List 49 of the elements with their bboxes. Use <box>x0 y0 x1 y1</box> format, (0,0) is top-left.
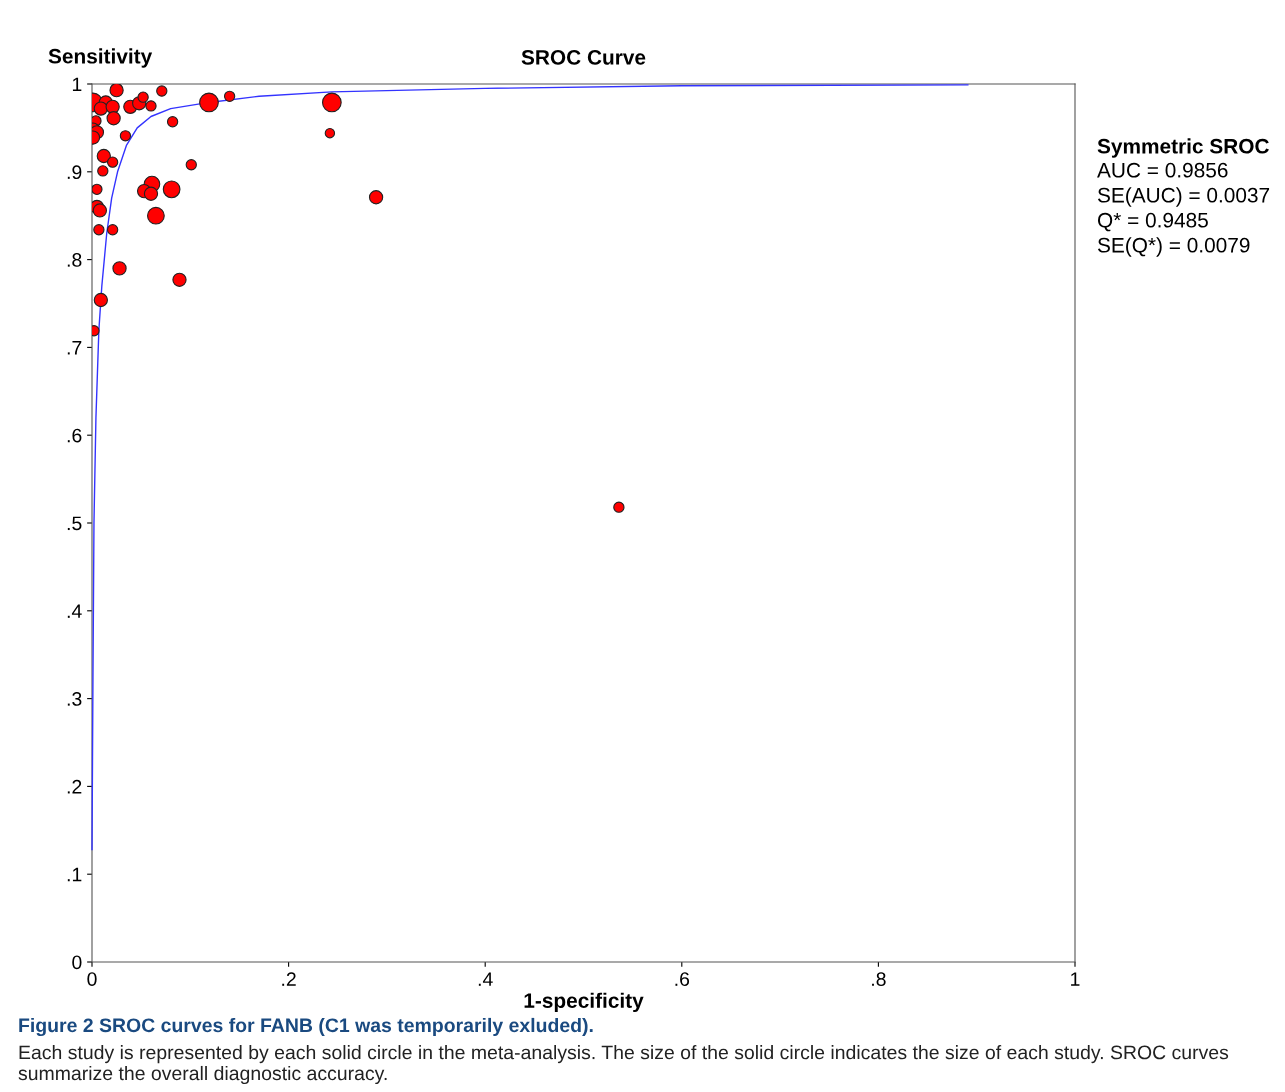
point <box>166 116 179 128</box>
point <box>613 501 625 513</box>
y-tick-label: .8 <box>67 253 82 267</box>
y-tick-label: .5 <box>67 516 82 531</box>
point <box>93 224 105 236</box>
y-tick-label: .4 <box>67 604 82 618</box>
text: SE(Q*) = 0.0079 <box>1097 237 1250 257</box>
point <box>172 272 187 287</box>
point <box>223 90 236 102</box>
point <box>93 292 108 308</box>
point <box>92 183 103 196</box>
y-tick-label: .9 <box>67 165 82 180</box>
caption: Figure 2 SROC curves for FANB (C1 was temporarily exluded). <box>19 1017 593 1037</box>
text: SE(AUC) = 0.0037 <box>1097 187 1270 207</box>
chart-title: SROC Curve <box>521 50 646 65</box>
text: Each study is represented by each solid circle in the meta-analysis. The size of the solid circle indicates the size of each study. SROC curves summarize the overall diagnostic accuracy. <box>18 1045 1229 1085</box>
point <box>119 130 132 142</box>
x-axis-title: 1-specificity <box>524 992 644 1013</box>
x-tick-label: .2 <box>282 972 296 986</box>
x-tick-label: 0 <box>87 972 97 986</box>
point <box>106 224 119 236</box>
point <box>97 165 109 177</box>
text: Symmetric SROC <box>1097 138 1269 158</box>
x-tick-label: .4 <box>478 972 493 986</box>
point <box>185 159 197 171</box>
point <box>156 85 168 97</box>
point <box>106 156 119 168</box>
y-tick-label: .6 <box>67 428 82 443</box>
x-tick-label: .6 <box>675 972 690 986</box>
text: AUC = 0.9856 <box>1097 162 1228 178</box>
line-series <box>91 84 969 851</box>
point <box>106 111 121 126</box>
text: Q* = 0.9485 <box>1097 212 1208 232</box>
y-tick-label: 0 <box>72 955 82 970</box>
x-tick-label: .8 <box>872 972 886 986</box>
point <box>145 100 157 112</box>
x-tick-label: 1 <box>1071 972 1080 986</box>
y-tick-label: .2 <box>67 779 82 794</box>
point <box>96 148 111 164</box>
point <box>93 101 108 116</box>
y-tick-label: .3 <box>67 692 82 706</box>
y-tick-label: .1 <box>67 867 82 882</box>
point <box>109 84 124 98</box>
y-tick-label: 1 <box>72 77 82 92</box>
point <box>112 261 127 276</box>
point <box>324 127 336 139</box>
y-tick-label: .7 <box>67 341 82 355</box>
point <box>137 91 149 103</box>
y-axis-title: Sensitivity <box>48 48 153 68</box>
